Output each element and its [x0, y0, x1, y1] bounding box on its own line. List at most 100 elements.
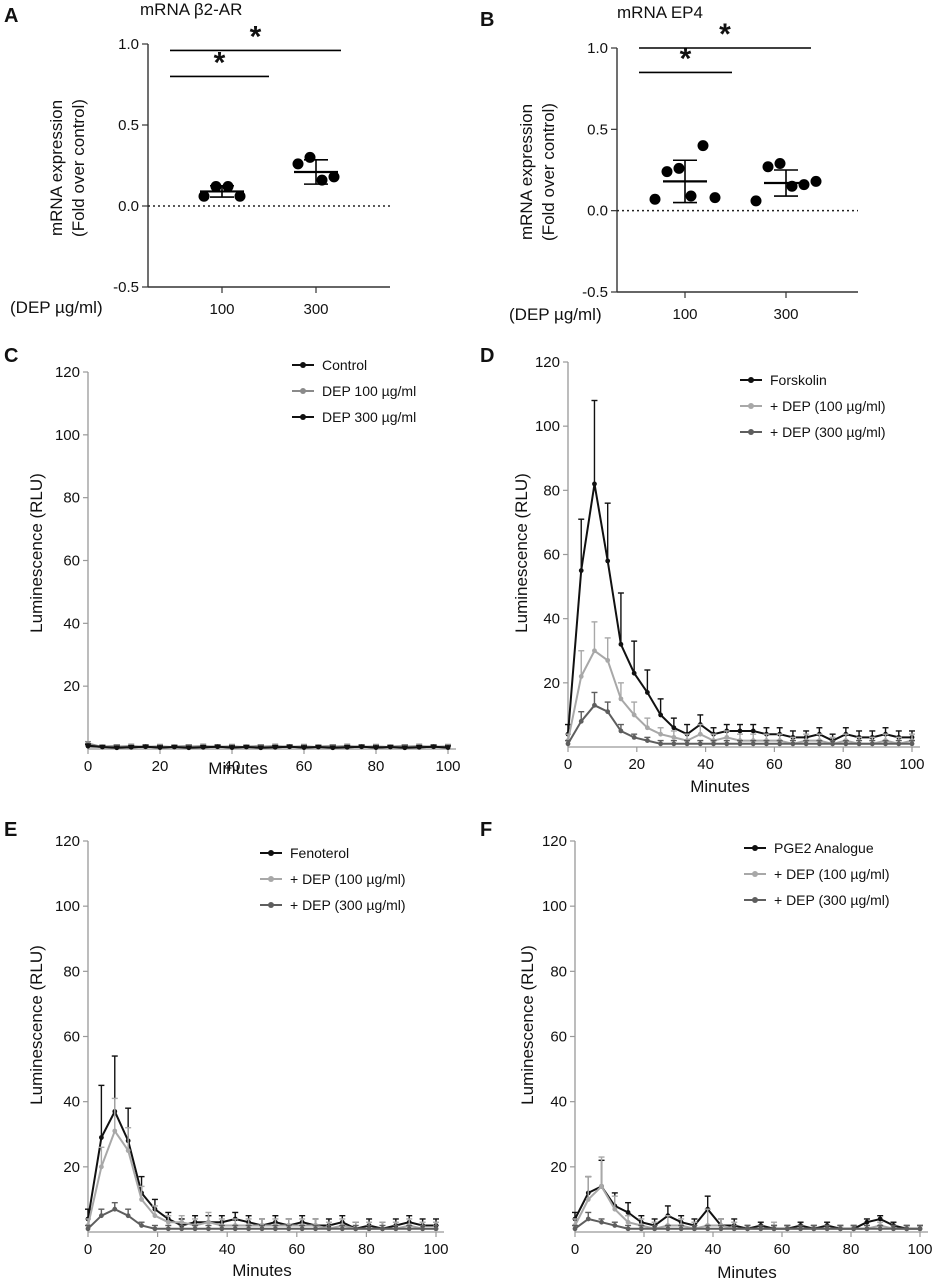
panel-e-data-point: [152, 1226, 158, 1232]
panel-b-data-point: [649, 193, 661, 205]
panel-d-data-point: [830, 741, 836, 747]
panel-e-data-point: [433, 1226, 439, 1232]
panel-d-data-point: [869, 741, 875, 747]
panel-d-data-point: [711, 741, 716, 747]
panel-d-data-point: [671, 734, 677, 740]
panel-c-data-point: [85, 743, 91, 749]
panel-f-legend-marker: [752, 871, 758, 877]
panel-a-ylabel-line2: (Fold over control): [69, 99, 88, 237]
panel-c-legend-marker: [300, 362, 306, 368]
panel-e-data-point: [366, 1226, 372, 1232]
panel-f-data-point: [798, 1226, 803, 1232]
panel-d-data-point: [803, 741, 809, 747]
panel-e-legend-marker: [268, 902, 274, 908]
panel-d-data-point: [671, 741, 677, 747]
panel-c-data-point: [287, 744, 292, 750]
panel-e-data-point: [98, 1135, 104, 1140]
panel-d-xtick-label: 80: [835, 756, 852, 773]
panel-a-ylabel-line1: mRNA expression: [47, 100, 66, 236]
panel-f-data-point: [811, 1226, 817, 1232]
panel-d-legend-marker: [748, 403, 754, 409]
panel-d-ytick-label: 100: [535, 418, 560, 435]
panel-a-data-point: [328, 171, 340, 183]
panel-d-data-point: [724, 741, 730, 747]
panel-e-ytick-label: 20: [63, 1159, 80, 1176]
panel-a-data-point: [210, 181, 222, 193]
panel-d-data-point: [565, 741, 571, 747]
panel-letter-b: B: [480, 9, 494, 31]
panel-f-legend-label: + DEP (300 µg/ml): [774, 892, 890, 908]
panel-f-data-point: [599, 1219, 604, 1225]
panel-e-data-point: [406, 1226, 412, 1232]
panel-c-data-point: [258, 745, 264, 751]
panel-c-data-point: [272, 744, 278, 750]
panel-f-data-point: [638, 1226, 644, 1232]
panel-a: mRNA β2-AR mRNA expression (Fold over co…: [10, 0, 242, 317]
panel-f-legend-marker: [752, 845, 758, 851]
panel-f-data-point: [877, 1216, 883, 1222]
panel-b-data-point: [661, 166, 673, 178]
panel-e-data-point: [206, 1219, 211, 1225]
panel-c-data-point: [373, 745, 379, 750]
panel-c-data-point: [157, 745, 163, 750]
panel-d-data-point: [605, 657, 611, 663]
panel-a-data-point: [234, 190, 246, 202]
panel-b-data-point: [774, 157, 786, 169]
panel-b-data-point: [750, 195, 762, 207]
panel-d-data-point: [618, 696, 624, 702]
panel-e-xtick-label: 0: [84, 1241, 92, 1258]
panel-e-data-point: [259, 1226, 265, 1232]
panel-f-xlabel: Minutes: [717, 1263, 777, 1282]
panel-e-xtick-label: 80: [358, 1241, 375, 1258]
panel-d-data-point: [644, 690, 650, 695]
panel-d-legend-label: + DEP (300 µg/ml): [770, 424, 886, 440]
panel-e-data-point: [420, 1226, 426, 1232]
panel-e-data-point: [152, 1213, 158, 1219]
panel-a-xlabel: (DEP µg/ml): [10, 298, 103, 317]
panel-d-data-point: [697, 741, 703, 747]
panel-d-data-point: [631, 670, 637, 676]
panel-f-data-point: [731, 1226, 737, 1232]
panel-f-data-point: [625, 1219, 631, 1225]
panel-b-ylabel-line2: (Fold over control): [539, 103, 558, 241]
panel-c-ytick-label: 80: [63, 490, 80, 507]
panel-f-xtick-label: 0: [571, 1241, 579, 1258]
panel-d-data-point: [644, 725, 650, 731]
panel-f-ytick-label: 40: [550, 1094, 567, 1111]
panel-e-ytick-label: 40: [63, 1094, 80, 1111]
panel-c-data-point: [301, 745, 307, 750]
panel-b-ytick-label: -0.5: [582, 284, 608, 301]
panel-f-data-point: [625, 1226, 631, 1232]
panel-b-xlabel: (DEP µg/ml): [509, 305, 602, 324]
panel-d-data-point: [578, 568, 584, 573]
panel-b-data-point: [762, 161, 774, 173]
panel-e-data-point: [179, 1219, 185, 1225]
panel-f-data-point: [599, 1183, 604, 1189]
panel-f-data-point: [705, 1226, 711, 1232]
panel-f-data-point: [652, 1226, 658, 1232]
panel-b-data-point: [685, 190, 697, 202]
panel-d-data-point: [856, 741, 862, 747]
panel-e-legend-label: Fenoterol: [290, 845, 349, 861]
panel-d-data-point: [790, 741, 796, 747]
panel-d-data-point: [909, 741, 915, 747]
panel-c-ytick-label: 40: [63, 615, 80, 632]
panel-a-significance-star: *: [250, 20, 262, 53]
panel-e-data-point: [85, 1226, 91, 1232]
panel-e-data-point: [393, 1226, 399, 1232]
panel-f-data-point: [612, 1206, 618, 1212]
panel-e-data-point: [139, 1223, 144, 1228]
panel-e-legend-label: + DEP (300 µg/ml): [290, 897, 406, 913]
panel-d-data-point: [883, 741, 888, 747]
panel-a-data-point: [292, 158, 304, 170]
panel-f-xtick-label: 20: [636, 1241, 653, 1258]
panel-b: mRNA EP4 mRNA expression (Fold over cont…: [509, 3, 703, 324]
panel-e-data-point: [286, 1226, 292, 1232]
panel-e-data-point: [339, 1226, 345, 1232]
chart-marks: -0.5 0.0 0.5 1.0 100 300 * * -0.5 0.0 0.5 1.0 100 300…: [55, 18, 933, 1258]
panel-d-data-point: [618, 728, 624, 734]
panel-b-ylabel-line1: mRNA expression: [517, 104, 536, 240]
panel-d-data-point: [671, 725, 677, 731]
panel-d-xlabel: Minutes: [690, 777, 750, 796]
panel-f-data-point: [837, 1226, 843, 1232]
